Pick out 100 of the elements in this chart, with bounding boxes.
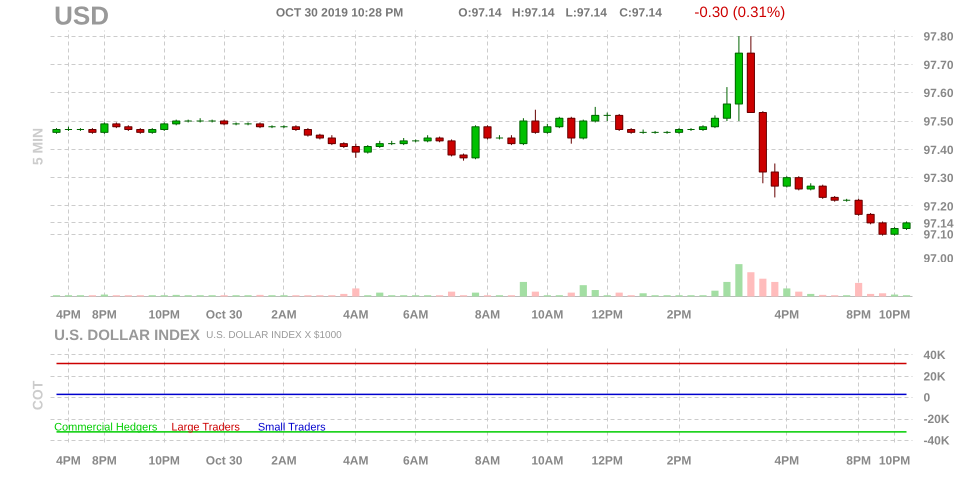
x-tick-label: 12PM (592, 454, 623, 468)
y-tick-label: 97.20 (924, 199, 954, 214)
y-tick-label: 97.50 (924, 114, 954, 129)
candlestick (854, 198, 863, 216)
bar (759, 278, 766, 296)
bar (580, 285, 587, 296)
x-tick-label: 10PM (148, 308, 180, 322)
candlestick (579, 119, 588, 140)
candlestick (447, 138, 456, 157)
bar (795, 292, 802, 296)
candlestick (591, 106, 600, 123)
bar (352, 288, 360, 296)
x-tick-label: 4PM (774, 308, 800, 322)
bar (448, 292, 456, 296)
x-tick-label: 6AM (402, 308, 428, 322)
bar (747, 272, 754, 296)
x-tick-label: 10PM (878, 308, 910, 322)
bar (807, 294, 814, 296)
x-tick-label: 4PM (774, 454, 800, 468)
x-tick-label: 10PM (878, 454, 910, 468)
x-tick-label: 8AM (474, 308, 500, 322)
x-tick-label: 8PM (92, 308, 117, 322)
y-tick-label: -20K (924, 412, 950, 426)
x-tick-label: 10PM (148, 454, 180, 468)
x-tick-label: 8AM (474, 454, 500, 468)
y-tick-label: 0 (924, 390, 930, 405)
x-tick-label: 4PM (56, 308, 81, 322)
y-tick-label: 97.10 (924, 228, 954, 242)
candlestick (878, 220, 887, 236)
x-tick-label: 8PM (846, 454, 871, 468)
y-tick-label: 97.70 (924, 58, 954, 72)
candlestick (782, 176, 791, 188)
y-tick-label: 20K (924, 369, 946, 384)
candlestick (531, 109, 540, 134)
x-tick-label: 2AM (271, 308, 297, 322)
y-tick-label: 97.40 (924, 142, 954, 157)
candlestick (567, 116, 576, 144)
y-tick-label: 97.80 (924, 30, 954, 44)
text: C:97.14 (619, 6, 662, 20)
bar (616, 292, 623, 296)
candlestick (722, 86, 732, 122)
text: OCT 30 2019 10:28 PM (276, 6, 404, 20)
bar (867, 294, 874, 296)
x-tick-label: 8PM (92, 454, 117, 468)
x-tick-label: 2AM (271, 454, 297, 468)
y-tick-label: 97.60 (924, 86, 954, 100)
x-tick-label: 2PM (666, 454, 692, 468)
candlestick (483, 124, 492, 140)
text: O:97.14 (458, 6, 502, 20)
chart-title: USD (54, 0, 109, 30)
candlestick (555, 116, 564, 129)
candlestick (543, 123, 552, 134)
x-tick-label: 4PM (56, 454, 81, 468)
candlestick (770, 162, 779, 198)
chart-subtitle: U.S. DOLLAR INDEX X $1000 (206, 330, 342, 341)
series-label: Commercial Hedgers (54, 421, 158, 434)
x-tick-label: Oct 30 (206, 454, 243, 468)
bar (640, 293, 647, 296)
text: -0.30 (0.31%) (694, 4, 786, 21)
x-tick-label: 2PM (666, 308, 692, 322)
text: Large Traders (171, 421, 240, 434)
bar (592, 290, 599, 296)
bar (340, 294, 348, 296)
x-tick-label: 10AM (531, 454, 564, 468)
candlestick (866, 212, 875, 225)
candlestick (794, 176, 803, 191)
bar (472, 292, 480, 296)
y-tick-label: -40K (924, 433, 950, 448)
bar (735, 264, 742, 296)
y-tick-label: 40K (924, 348, 946, 362)
text: Small Traders (258, 421, 326, 434)
x-tick-label: Oct 30 (206, 308, 243, 322)
x-tick-label: 12PM (592, 308, 623, 322)
candlestick (710, 114, 720, 129)
text: H:97.14 (512, 6, 555, 20)
candlestick (818, 184, 827, 200)
x-tick-label: 8PM (846, 308, 871, 322)
y-tick-label: 97.14 (924, 216, 954, 230)
candlestick (100, 122, 108, 134)
x-tick-label: 4AM (343, 308, 368, 322)
candlestick (507, 134, 516, 146)
bar (520, 282, 527, 296)
bar (855, 282, 862, 296)
text: L:97.14 (566, 6, 608, 20)
bar (878, 293, 886, 296)
bar (723, 282, 731, 296)
bar (532, 292, 539, 296)
x-tick-label: 4AM (343, 454, 368, 468)
x-tick-label: 10AM (531, 308, 564, 322)
candlestick (328, 134, 336, 146)
candlestick (519, 118, 528, 146)
candlestick (615, 113, 624, 132)
bar (771, 282, 778, 296)
bar (568, 292, 575, 296)
candlestick (352, 143, 360, 158)
y-tick-label: 97.30 (924, 171, 954, 186)
bar (376, 292, 384, 296)
bar (711, 290, 719, 296)
bar (783, 288, 790, 296)
chart-title: U.S. DOLLAR INDEX (54, 327, 200, 344)
